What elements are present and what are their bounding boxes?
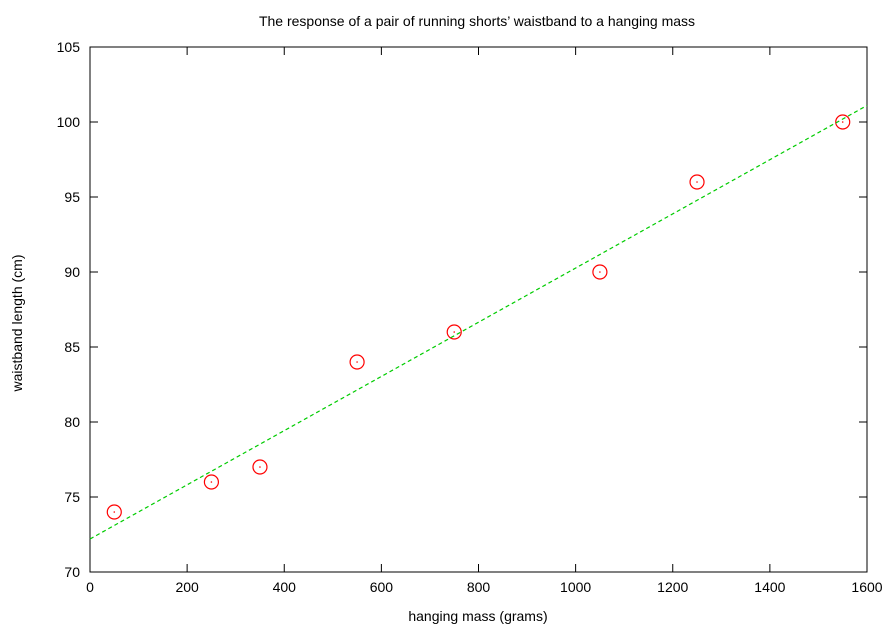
x-tick-label: 800 [467,579,491,595]
plot-area: 0 200 400 600 800 1000 1200 1400 1600 70 75 80 85 90 9… [57,39,883,595]
data-point [349,354,365,370]
data-point-center [113,511,116,513]
x-tick-label: 1400 [754,579,785,595]
y-tick-label: 70 [64,564,80,580]
data-point-center [453,331,456,333]
x-tick-label: 1600 [851,579,882,595]
fit-line [89,104,868,540]
data-point [835,114,851,130]
x-tick-label: 200 [175,579,199,595]
y-tick-label: 80 [64,414,80,430]
x-tick-label: 0 [86,579,94,595]
y-axis-label: waistband length (cm) [9,255,25,393]
data-point [592,264,608,280]
plot-frame [89,46,868,573]
data-point [446,324,462,340]
data-point [689,174,705,190]
x-tick-label: 600 [370,579,394,595]
x-axis-label: hanging mass (grams) [408,608,547,624]
y-tick-label: 105 [57,39,81,55]
y-tick-label: 100 [57,114,81,130]
data-point [252,459,268,475]
data-point-center [210,481,213,483]
y-tick-label: 90 [64,264,80,280]
y-tick-label: 95 [64,189,80,205]
data-point-center [259,466,261,468]
data-point-center [841,121,844,123]
data-point [106,504,122,520]
x-tick-label: 1000 [560,579,591,595]
x-tick-label: 400 [273,579,297,595]
x-tick-label: 1200 [657,579,688,595]
y-tick-label: 85 [64,339,80,355]
data-point-center [696,181,698,183]
y-tick-label: 75 [64,489,80,505]
data-point-center [599,271,601,273]
data-point [203,474,220,490]
data-point-center [356,361,358,363]
chart-title: The response of a pair of running shorts… [259,13,695,29]
